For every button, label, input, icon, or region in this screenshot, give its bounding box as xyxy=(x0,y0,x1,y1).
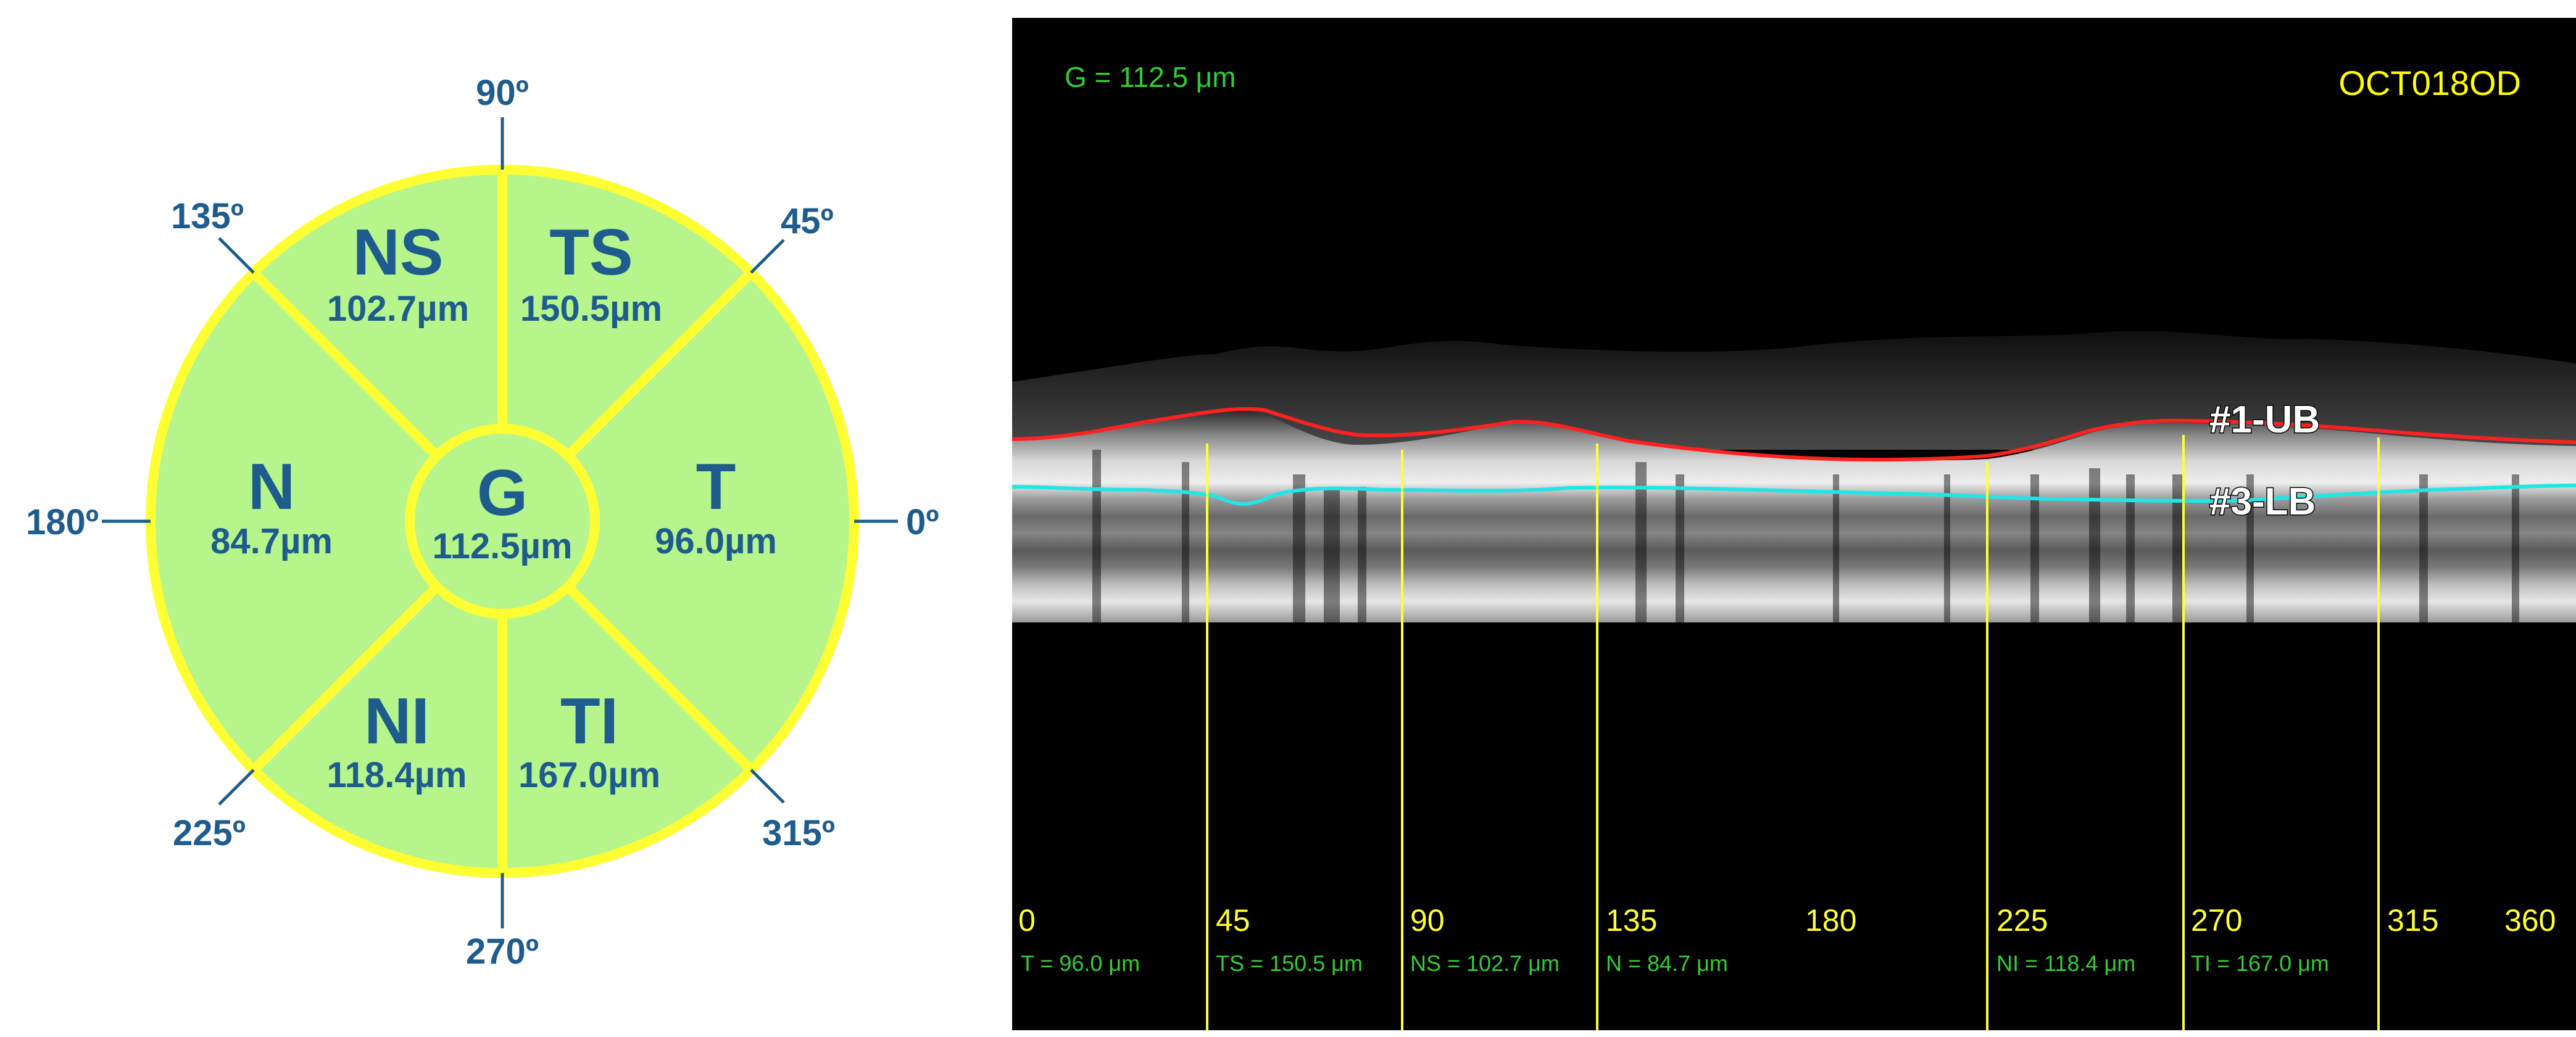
degree-label-135: 135º xyxy=(171,196,244,236)
divider-135 xyxy=(250,269,441,460)
sector-g: G 112.5µm xyxy=(433,457,573,566)
sector-name: NS xyxy=(352,216,443,289)
tick-135 xyxy=(218,237,255,274)
angle-tick: 0 xyxy=(1018,903,1036,938)
sector-value: 102.7µm xyxy=(327,289,469,329)
sector-value: 118.4µm xyxy=(327,755,467,795)
sector-value: 84.7µm xyxy=(210,521,333,561)
angle-tick: 360 xyxy=(2504,903,2556,938)
sector-name: T xyxy=(696,450,736,523)
degree-label-270: 270º xyxy=(466,932,539,972)
sector-name: TS xyxy=(549,216,633,289)
sector-ns: NS 102.7µm xyxy=(327,216,469,329)
readout-ns: NS = 102.7 μm xyxy=(1410,951,1560,976)
readout-ti: TI = 167.0 μm xyxy=(2191,951,2329,976)
sector-divider-lines xyxy=(1206,435,2380,1030)
degree-label-0: 0º xyxy=(906,502,939,542)
sector-value: 167.0µm xyxy=(518,755,660,795)
oct-scan-panel: G = 112.5 μm OCT018OD #1-UB #3-LB 0 45 9… xyxy=(1012,18,2576,1030)
sector-name: NI xyxy=(364,685,430,758)
degree-label-180: 180º xyxy=(26,502,99,542)
angle-tick: 315 xyxy=(2387,903,2438,938)
global-thickness-readout: G = 112.5 μm xyxy=(1065,61,1236,93)
divider-225 xyxy=(250,583,441,774)
angle-tick: 135 xyxy=(1606,903,1657,938)
angle-tick: 270 xyxy=(2191,903,2242,938)
sector-ts: TS 150.5µm xyxy=(520,216,662,329)
degree-label-90: 90º xyxy=(476,73,529,113)
sector-value: 96.0µm xyxy=(655,521,777,561)
lower-boundary-label: #3-LB xyxy=(2209,481,2316,523)
sector-name: N xyxy=(248,450,296,523)
sector-dividers xyxy=(250,170,755,873)
degree-label-45: 45º xyxy=(781,201,834,241)
upper-boundary-label: #1-UB xyxy=(2209,399,2320,441)
angle-tick: 180 xyxy=(1805,903,1856,938)
sector-t: T 96.0µm xyxy=(655,450,777,561)
readout-ts: TS = 150.5 μm xyxy=(1216,951,1363,976)
angle-tick: 45 xyxy=(1216,903,1250,938)
tick-315 xyxy=(750,769,785,804)
vessel-shadows xyxy=(1092,450,2519,622)
degree-label-315: 315º xyxy=(762,813,835,853)
readout-n: N = 84.7 μm xyxy=(1606,951,1728,976)
divider-45 xyxy=(564,269,755,460)
oct-scan-image: G = 112.5 μm OCT018OD #1-UB #3-LB 0 45 9… xyxy=(1012,61,2576,1030)
angle-tick: 225 xyxy=(1996,903,2048,938)
divider-315 xyxy=(564,583,755,774)
sector-n: N 84.7µm xyxy=(210,450,333,561)
tick-225 xyxy=(218,769,255,806)
sector-ti: TI 167.0µm xyxy=(518,685,660,795)
sector-name: TI xyxy=(560,685,618,758)
tick-45 xyxy=(750,239,785,274)
angle-tick-labels: 0 45 90 135 180 225 270 315 360 xyxy=(1018,903,2556,938)
degree-ticks xyxy=(102,117,898,928)
readout-t: T = 96.0 μm xyxy=(1021,951,1140,976)
sector-value: 112.5µm xyxy=(433,526,573,566)
angle-tick: 90 xyxy=(1410,903,1445,938)
readout-ni: NI = 118.4 μm xyxy=(1996,951,2135,976)
sector-value: 150.5µm xyxy=(520,289,662,329)
upper-boundary-line xyxy=(1012,407,2576,462)
lower-boundary-line xyxy=(1012,484,2576,506)
sector-ni: NI 118.4µm xyxy=(327,685,467,795)
sector-thickness-diagram: 90º 270º 0º 180º 45º 135º 225º 315º NS 1… xyxy=(26,73,939,972)
inner-circle xyxy=(405,424,600,619)
sector-name: G xyxy=(477,457,528,529)
degree-label-225: 225º xyxy=(173,813,246,853)
scan-id-label: OCT018OD xyxy=(2338,64,2521,102)
sector-readouts: T = 96.0 μm TS = 150.5 μm NS = 102.7 μm … xyxy=(1021,951,2329,976)
